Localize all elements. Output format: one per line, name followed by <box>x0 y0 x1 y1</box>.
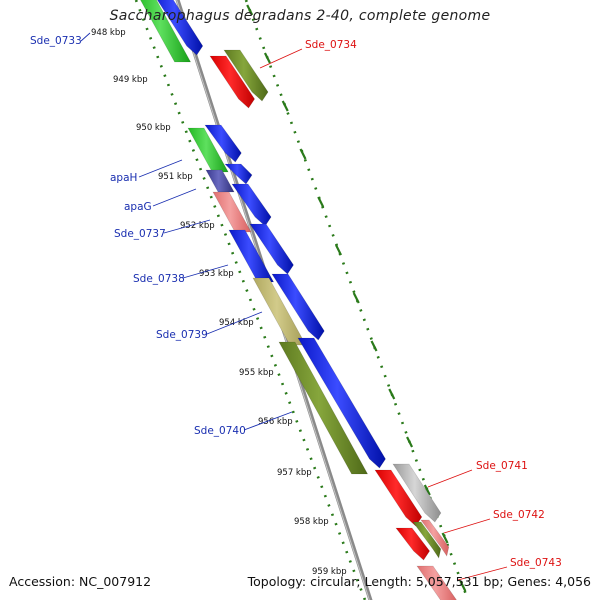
gene-label-apag: apaG <box>124 201 152 213</box>
gene-features-layer <box>140 0 457 600</box>
ruler-tick-label: 950 kbp <box>136 123 171 133</box>
ruler-tick-label: 959 kbp <box>312 567 347 577</box>
ruler-major-tick <box>441 532 449 544</box>
gene-feature-blue <box>297 337 386 469</box>
gene-label-leader-line <box>457 566 508 581</box>
gene-label-sde_0739: Sde_0739 <box>156 329 208 341</box>
gene-label-leader-line <box>443 518 491 534</box>
gene-feature-pink <box>420 519 450 557</box>
ruler-tick-label: 958 kbp <box>294 517 329 527</box>
gene-label-sde_0738: Sde_0738 <box>133 273 185 285</box>
gene-label-sde_0743: Sde_0743 <box>510 557 562 569</box>
gene-feature-blue <box>204 124 242 163</box>
gene-label-leader-line <box>163 219 211 234</box>
ruler-tick-label: 955 kbp <box>239 368 274 378</box>
ruler-major-tick <box>299 148 307 160</box>
gene-feature-blue <box>271 273 325 341</box>
ruler-major-tick <box>335 244 342 256</box>
ruler-major-tick <box>263 52 271 64</box>
accession-label: Accession: NC_007912 <box>9 574 152 589</box>
gene-label-leader-line <box>243 411 293 431</box>
gene-feature-blue <box>231 183 272 227</box>
ruler-major-tick <box>423 484 431 496</box>
gene-feature-pink <box>212 191 252 233</box>
gene-feature-red <box>374 469 423 527</box>
gene-feature-blue <box>249 223 294 275</box>
ruler-dotted-line-left <box>134 0 367 600</box>
gene-label-sde_0733: Sde_0733 <box>30 35 82 47</box>
genome-title: Saccharophagus degradans 2-40, complete … <box>109 8 491 24</box>
ruler-major-tick <box>281 100 289 112</box>
ruler-major-tick <box>246 4 254 16</box>
gene-feature-blue <box>157 0 204 56</box>
gene-feature-green <box>187 127 229 173</box>
gene-label-leader-line <box>206 311 263 335</box>
gene-feature-olive <box>223 49 269 102</box>
ruler-tick-label: 956 kbp <box>258 417 293 427</box>
gene-feature-red <box>395 527 430 561</box>
gene-label-leader-line <box>80 32 91 42</box>
gene-label-leader-line <box>138 159 183 178</box>
gene-label-leader-line <box>427 469 473 488</box>
ruler-tick-label: 953 kbp <box>199 269 234 279</box>
gene-label-apah: apaH <box>110 172 137 184</box>
ruler-major-tick <box>406 436 414 448</box>
ruler-major-tick <box>370 340 378 352</box>
ruler-tick-label: 954 kbp <box>219 318 254 328</box>
gene-label-sde_0737: Sde_0737 <box>114 228 166 240</box>
gene-feature-green <box>140 0 192 63</box>
gene-feature-blue <box>228 229 275 283</box>
gene-label-sde_0741: Sde_0741 <box>476 460 528 472</box>
gene-label-leader-line <box>259 48 303 69</box>
gene-feature-purple <box>205 169 235 193</box>
ruler-layer: 948 kbp 949 kbp 950 kbp 951 kbp 952 kbp 953 k… <box>91 0 470 600</box>
ruler-tick-label: 951 kbp <box>158 172 193 182</box>
gene-label-leader-line <box>182 264 229 279</box>
topology-summary: Topology: circular; Length: 5,057,531 bp… <box>247 574 591 589</box>
ruler-major-tick <box>317 196 325 208</box>
gene-feature-pink <box>416 565 457 600</box>
gene-labels-layer: Sde_0733 apaH apaG Sde_0737 Sde_0738 Sde_0739… <box>30 32 562 581</box>
gene-label-sde_0740: Sde_0740 <box>194 425 246 437</box>
ruler-tick-label: 949 kbp <box>113 75 148 85</box>
ruler-major-tick <box>459 580 467 592</box>
gene-feature-gray <box>392 463 442 523</box>
ruler-major-tick <box>388 388 396 400</box>
gene-feature-olive <box>412 521 442 559</box>
ruler-major-tick <box>352 292 360 304</box>
ruler-tick-label: 948 kbp <box>91 28 126 38</box>
gene-label-leader-line <box>152 188 197 207</box>
gene-feature-olive <box>278 341 369 475</box>
gene-label-sde_0734: Sde_0734 <box>305 39 357 51</box>
ruler-tick-label: 952 kbp <box>180 221 215 231</box>
gene-feature-blue <box>224 163 253 185</box>
gene-label-sde_0742: Sde_0742 <box>493 509 545 521</box>
ruler-tick-label: 957 kbp <box>277 468 312 478</box>
gene-feature-red <box>209 55 255 109</box>
